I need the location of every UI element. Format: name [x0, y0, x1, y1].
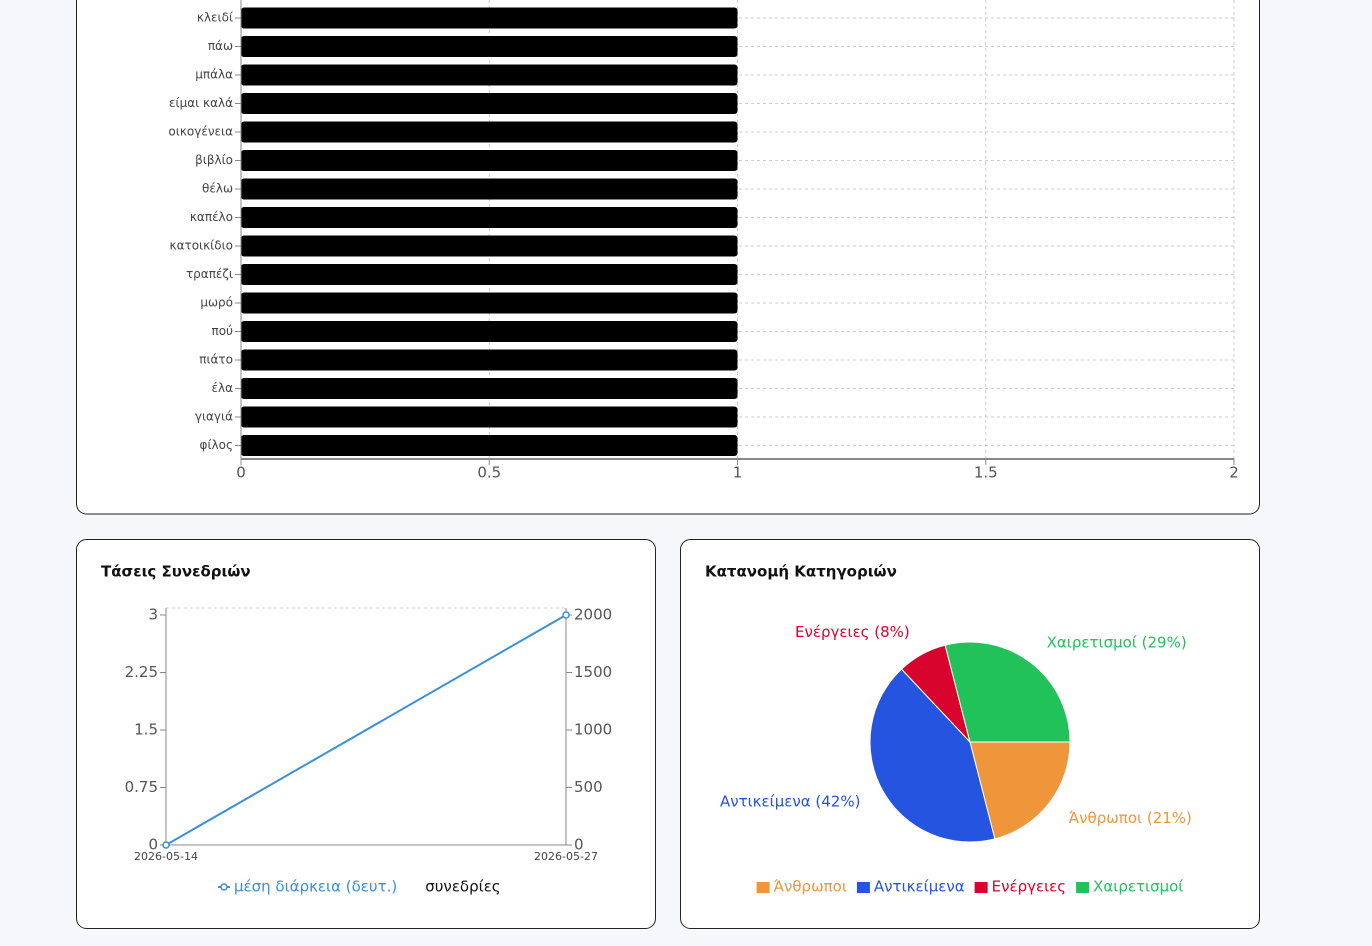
x-tick-label: 0.5	[477, 464, 501, 482]
y-tick-label: θέλω	[202, 182, 233, 196]
y-tick-label: φίλος	[200, 438, 233, 452]
x-tick-label: 2	[1229, 464, 1239, 482]
bar	[241, 7, 738, 29]
slice-label: Χαιρετισμοί (29%)	[1047, 634, 1187, 652]
chart-title: Τάσεις Συνεδριών	[101, 563, 251, 581]
y2-tick-label: 1000	[574, 721, 612, 739]
bar	[241, 121, 738, 143]
y-tick-label: μωρό	[200, 296, 233, 310]
bar	[241, 406, 738, 428]
bar	[241, 264, 738, 285]
pie-slice	[869, 668, 996, 843]
legend-label: μέση διάρκεια (δευτ.)	[234, 878, 397, 896]
legend-label: Αντικείμενα	[874, 878, 965, 896]
x-tick-label: 1.5	[974, 464, 998, 482]
y-tick-label: πού	[211, 324, 233, 338]
y2-tick-label: 500	[574, 778, 603, 796]
legend-label: Άνθρωποι	[774, 878, 847, 896]
bar	[241, 64, 738, 86]
y-tick-label: πάω	[208, 39, 233, 53]
y-tick-label: γιαγιά	[195, 410, 233, 424]
y-tick-label: 0	[148, 836, 158, 854]
x-tick-label: 1	[733, 464, 743, 482]
legend-swatch	[1076, 882, 1090, 893]
chart-title: Κατανομή Κατηγοριών	[705, 563, 897, 581]
y-tick-label: πιάτο	[199, 353, 233, 367]
bar	[241, 207, 738, 228]
x-tick-label: 0	[236, 464, 246, 482]
legend-label: Χαιρετισμοί	[1093, 878, 1183, 896]
bar	[241, 378, 738, 399]
pie-slice	[944, 641, 1071, 743]
slice-label: Αντικείμενα (42%)	[720, 793, 861, 811]
legend-swatch	[756, 882, 770, 893]
y-tick-label: καπέλο	[190, 210, 233, 224]
bar	[241, 235, 738, 257]
legend-marker	[220, 883, 228, 891]
point	[562, 611, 570, 619]
point	[162, 841, 170, 849]
y2-tick-label: 0	[574, 836, 584, 854]
y-tick-label: έλα	[212, 381, 234, 395]
y-tick-label: κλειδί	[197, 11, 233, 25]
y-tick-label: 2.25	[125, 663, 158, 681]
bar	[241, 349, 738, 371]
y-tick-label: είμαι καλά	[169, 96, 233, 110]
bar	[241, 435, 738, 456]
y-tick-label: βιβλίο	[195, 153, 233, 167]
bar	[241, 150, 738, 171]
bar	[241, 93, 738, 114]
x-tick-label: 2026-05-14	[134, 850, 198, 863]
y-tick-label: οικογένεια	[168, 125, 233, 139]
y-tick-label: 0.75	[125, 778, 158, 796]
slice-label: Ενέργειες (8%)	[795, 623, 910, 641]
x-tick-label: 2026-05-27	[534, 850, 598, 863]
y-tick-label: τραπέζι	[186, 267, 233, 281]
bar	[241, 36, 738, 57]
legend-swatch	[856, 882, 870, 893]
y-tick-label: 1.5	[134, 721, 158, 739]
bar	[241, 292, 738, 314]
legend-swatch	[974, 882, 988, 893]
y-tick-label: 3	[148, 606, 158, 624]
legend-label: συνεδρίες	[425, 878, 500, 896]
y-tick-label: κατοικίδιο	[170, 239, 234, 253]
y2-tick-label: 2000	[574, 606, 612, 624]
slice-label: Άνθρωποι (21%)	[1069, 809, 1192, 827]
y-tick-label: μπάλα	[195, 68, 233, 82]
bar	[241, 178, 738, 200]
series-line	[165, 614, 567, 846]
pie-slice	[969, 741, 1071, 840]
y2-tick-label: 1500	[574, 663, 612, 681]
line-card	[76, 539, 656, 929]
bar	[241, 321, 738, 342]
legend-label: Ενέργειες	[992, 878, 1066, 896]
